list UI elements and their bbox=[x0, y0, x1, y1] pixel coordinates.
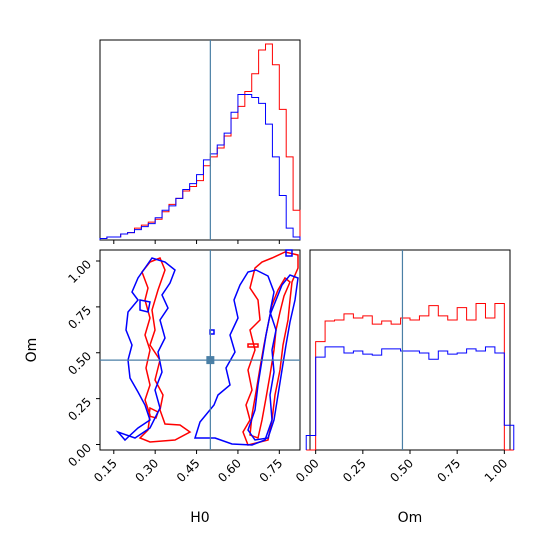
x-tick-label-Om: 0.25 bbox=[340, 456, 369, 485]
y-tick-label-Om: 1.00 bbox=[65, 257, 94, 286]
y-axis-label-Om: Om bbox=[24, 338, 40, 363]
H0-Om-contour-panel bbox=[99, 249, 301, 451]
blue-contour-right-outer bbox=[193, 269, 277, 446]
x-tick-label-Om: 1.00 bbox=[482, 456, 511, 485]
truth-point bbox=[206, 356, 215, 365]
H0-histogram-blue bbox=[99, 93, 301, 240]
x-tick-label-H0: 0.75 bbox=[257, 456, 286, 485]
x-tick-label-Om: 0.50 bbox=[387, 456, 416, 485]
Om-histogram bbox=[305, 303, 515, 451]
H0-Om-contours bbox=[115, 249, 299, 446]
x-axis-label-H0: H0 bbox=[190, 510, 209, 526]
red-contour-small bbox=[247, 343, 259, 348]
x-tick-label-H0: 0.60 bbox=[215, 456, 244, 485]
x-tick-label-H0: 0.15 bbox=[91, 456, 120, 485]
x-axis-label-Om: Om bbox=[398, 510, 423, 526]
truth-markers bbox=[100, 40, 404, 450]
blue-contour-left-spot bbox=[139, 299, 151, 313]
red-contour-right-outer bbox=[242, 251, 299, 446]
H0-histogram-panel bbox=[99, 39, 301, 241]
red-contour-left-spot bbox=[148, 406, 159, 419]
Om-histogram-blue bbox=[305, 346, 515, 450]
H0-histogram bbox=[99, 43, 301, 240]
x-tick-label-Om: 0.00 bbox=[293, 456, 322, 485]
blue-contour-left bbox=[115, 257, 176, 442]
y-tick-label-Om: 0.25 bbox=[65, 395, 94, 424]
x-tick-label-Om: 0.75 bbox=[434, 456, 463, 485]
red-contour-left bbox=[138, 257, 192, 443]
Om-histogram-red bbox=[306, 303, 514, 451]
y-tick-label-Om: 0.50 bbox=[65, 349, 94, 378]
Om-histogram-panel bbox=[309, 249, 511, 451]
blue-contour-tiny bbox=[285, 249, 293, 257]
x-tick-label-H0: 0.45 bbox=[174, 456, 203, 485]
red-contour-right-inner bbox=[249, 276, 291, 440]
y-tick-label-Om: 0.75 bbox=[65, 303, 94, 332]
x-tick-label-H0: 0.30 bbox=[133, 456, 162, 485]
H0-histogram-red bbox=[99, 43, 301, 240]
y-tick-label-Om: 0.00 bbox=[65, 441, 94, 470]
